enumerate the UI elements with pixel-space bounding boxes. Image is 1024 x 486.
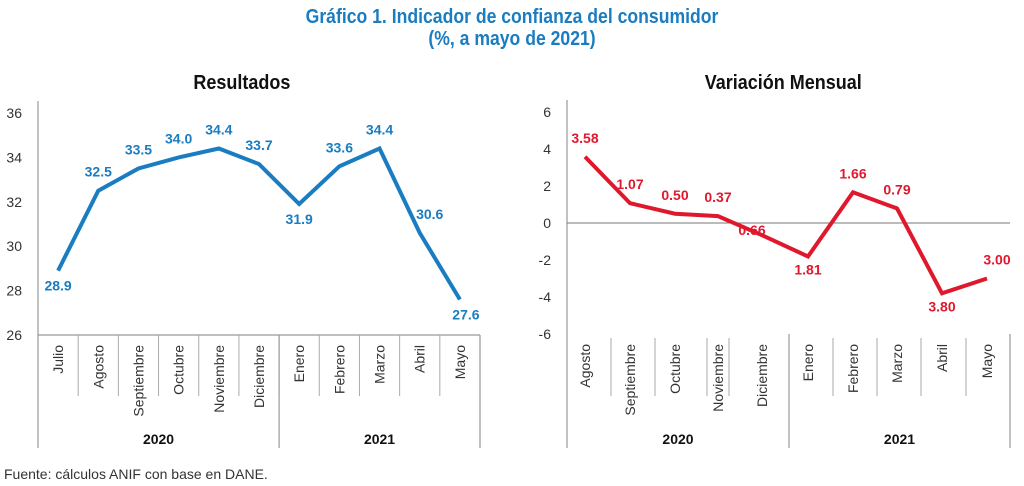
chart-subtitle: (%, a mayo de 2021) (428, 28, 596, 50)
left-category-label: Agosto (90, 345, 106, 389)
right-y-tick-label: 0 (543, 215, 551, 231)
left-category-label: Julio (50, 345, 66, 374)
right-category-label: Febrero (845, 344, 861, 393)
left-data-label: 33.6 (326, 139, 353, 155)
left-category-label: Enero (291, 345, 307, 383)
right-category-label: Mayo (979, 344, 995, 378)
right-y-tick-label: -6 (539, 326, 552, 342)
right-data-label: 3.80 (928, 298, 955, 314)
right-chart-title: Variación Mensual (704, 72, 862, 94)
left-year-label: 2020 (143, 431, 174, 447)
left-chart-title: Resultados (193, 72, 291, 94)
left-data-label: 27.6 (452, 306, 479, 322)
right-data-label: 0.66 (738, 222, 765, 238)
source-note: Fuente: cálculos ANIF con base en DANE. (4, 466, 268, 482)
right-year-label: 2020 (662, 431, 693, 447)
chart-title: Gráfico 1. Indicador de confianza del co… (305, 6, 719, 28)
left-data-label: 32.5 (85, 164, 112, 180)
left-year-label: 2021 (364, 431, 395, 447)
left-data-label: 28.9 (44, 278, 71, 294)
right-category-label: Marzo (889, 344, 905, 383)
left-category-label: Diciembre (251, 345, 267, 408)
left-series-line (56, 145, 462, 301)
right-year-label: 2021 (884, 431, 915, 447)
right-category-label: Abril (934, 344, 950, 372)
right-category-label: Enero (800, 344, 816, 382)
right-y-tick-label: 2 (543, 178, 551, 194)
right-data-label: 3.00 (983, 252, 1010, 268)
right-y-tick-label: -2 (539, 252, 552, 268)
left-y-tick-label: 32 (6, 194, 22, 210)
right-category-label: Noviembre (710, 344, 726, 412)
right-data-label: 1.66 (839, 165, 866, 181)
left-data-label: 33.5 (125, 142, 152, 158)
left-data-label: 31.9 (286, 211, 313, 227)
right-y-tick-label: 6 (543, 104, 551, 120)
right-data-label: 0.50 (661, 187, 688, 203)
left-y-tick-label: 36 (6, 105, 22, 121)
left-data-label: 34.4 (366, 122, 393, 138)
right-category-label: Agosto (577, 344, 593, 388)
left-data-label: 30.6 (416, 206, 443, 222)
left-category-label: Marzo (372, 345, 388, 384)
left-category-label: Noviembre (211, 345, 227, 413)
left-category-label: Mayo (452, 345, 468, 379)
right-y-tick-label: -4 (539, 289, 552, 305)
right-category-label: Octubre (667, 344, 683, 394)
left-y-tick-label: 34 (6, 149, 22, 165)
left-category-label: Septiembre (130, 345, 146, 417)
right-category-label: Septiembre (622, 344, 638, 416)
left-data-label: 33.7 (245, 137, 272, 153)
right-series-line (583, 155, 988, 296)
left-data-label: 34.4 (205, 122, 232, 138)
left-category-label: Abril (412, 345, 428, 373)
left-category-label: Febrero (331, 345, 347, 394)
left-y-tick-label: 28 (6, 283, 22, 299)
right-data-label: 1.07 (616, 176, 643, 192)
right-data-label: 3.58 (571, 130, 598, 146)
right-data-label: 0.37 (704, 189, 731, 205)
left-y-tick-label: 26 (6, 327, 22, 343)
left-category-label: Octubre (171, 345, 187, 395)
right-y-tick-label: 4 (543, 141, 551, 157)
right-data-label: 1.81 (794, 261, 821, 277)
left-data-label: 34.0 (165, 130, 192, 146)
left-y-tick-label: 30 (6, 238, 22, 254)
right-data-label: 0.79 (883, 181, 910, 197)
right-category-label: Diciembre (754, 344, 770, 407)
